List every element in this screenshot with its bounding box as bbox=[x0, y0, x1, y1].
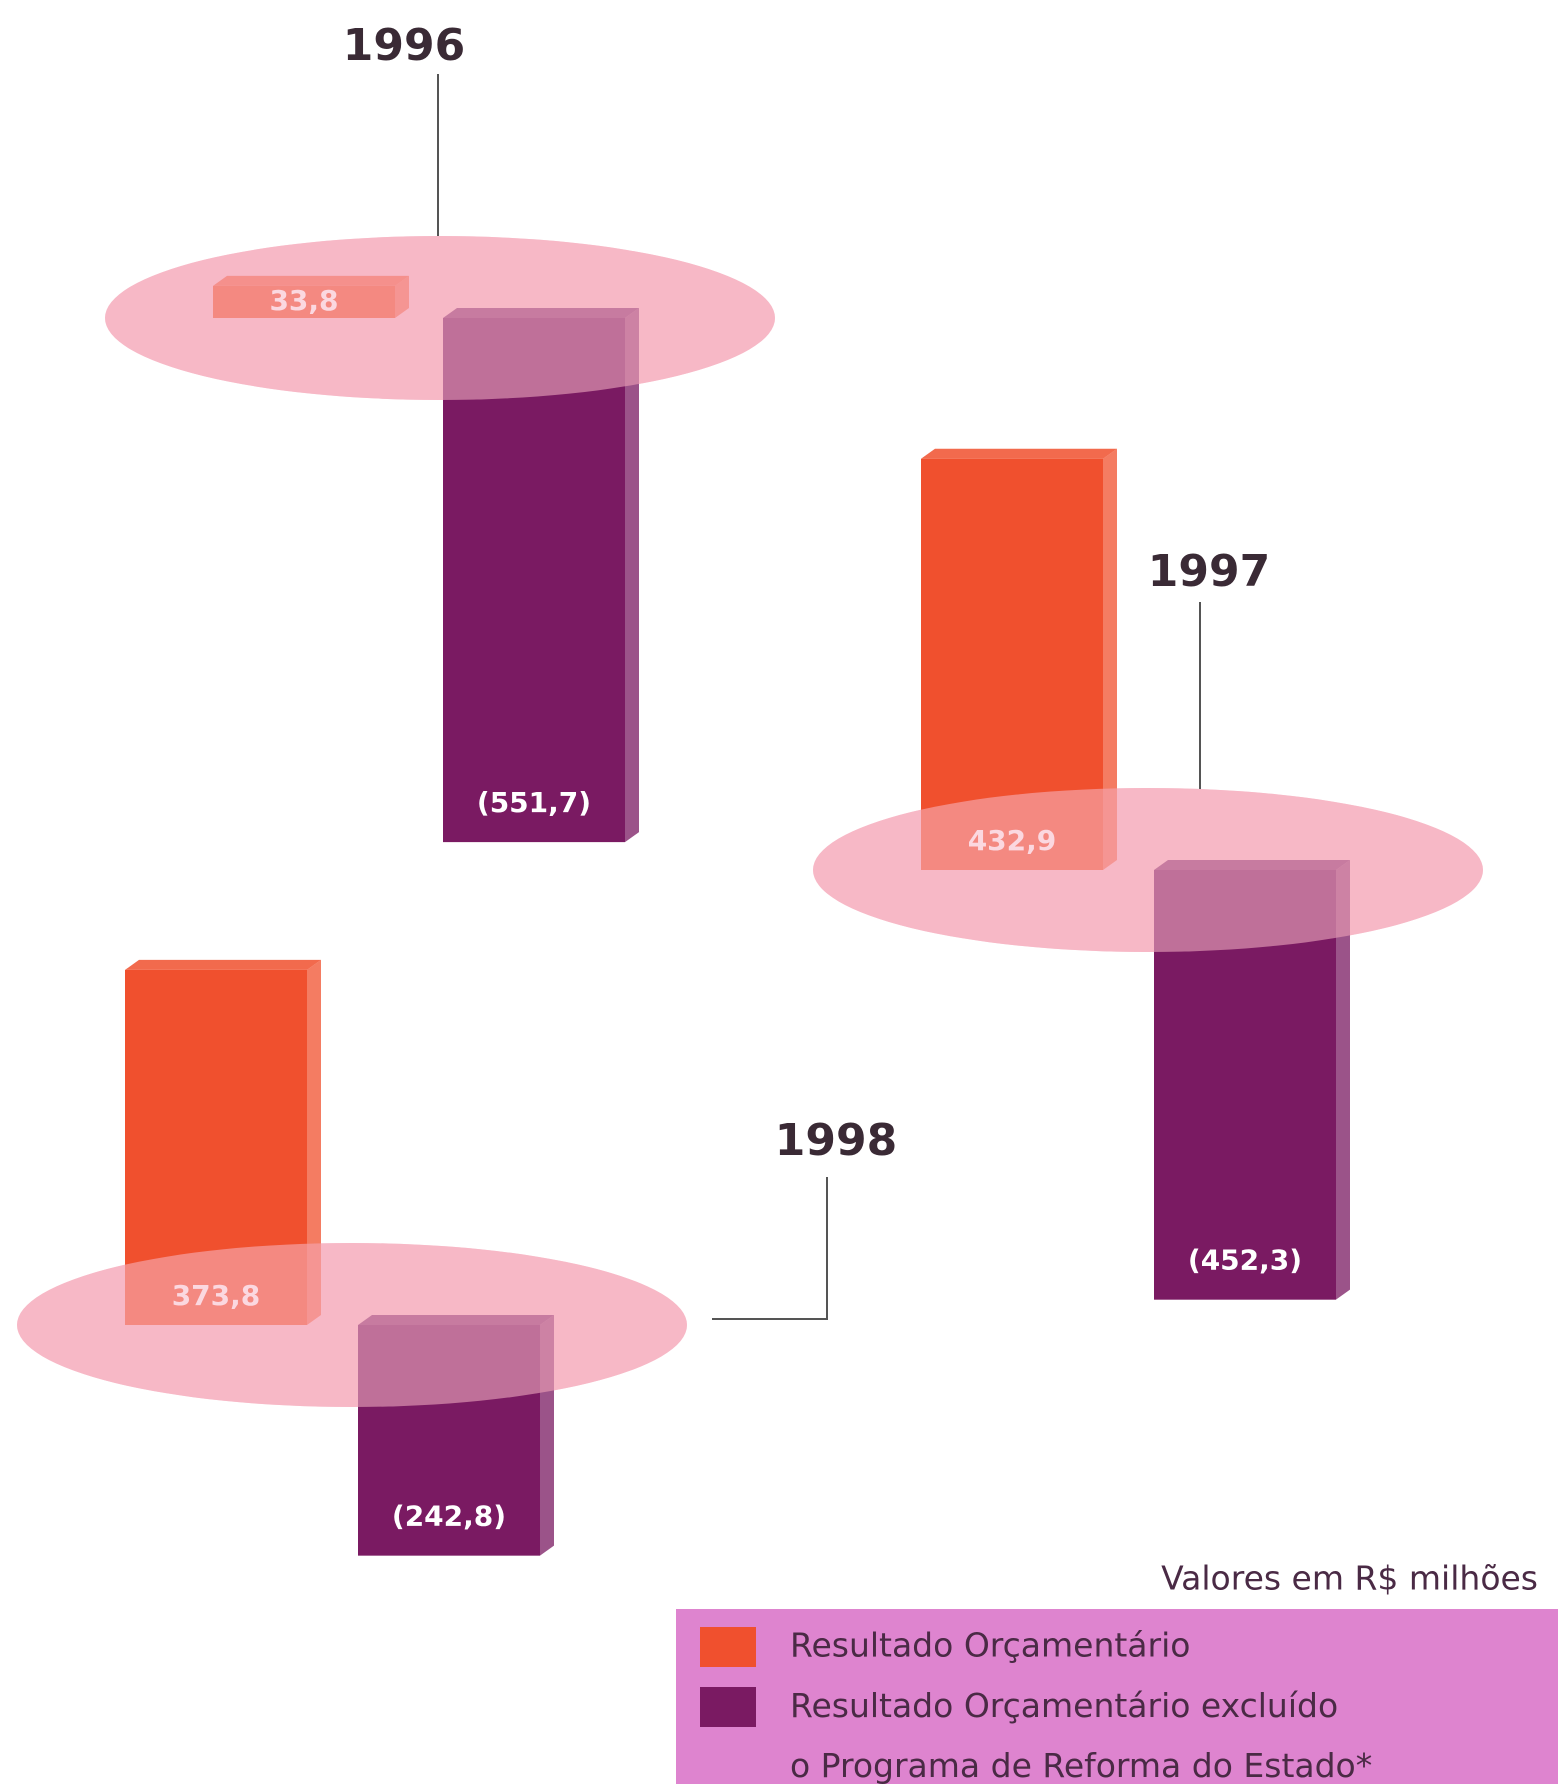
year-label: 1996 bbox=[343, 20, 465, 71]
disc-front bbox=[17, 1243, 687, 1407]
legend-swatch bbox=[700, 1687, 756, 1727]
year-label: 1997 bbox=[1148, 546, 1270, 597]
value-label: (452,3) bbox=[1188, 1244, 1302, 1277]
disc-front bbox=[105, 236, 775, 400]
legend-line: o Programa de Reforma do Estado* bbox=[790, 1746, 1372, 1784]
value-label: (551,7) bbox=[477, 786, 591, 819]
legend-line: Resultado Orçamentário excluído bbox=[790, 1686, 1338, 1725]
leader-line bbox=[712, 1177, 828, 1320]
disc-front bbox=[813, 788, 1483, 952]
bar-top bbox=[125, 959, 321, 970]
value-label: (242,8) bbox=[392, 1500, 506, 1533]
bar-side bbox=[307, 959, 321, 1325]
bar-top bbox=[921, 448, 1117, 459]
bar bbox=[443, 318, 625, 843]
bar-side bbox=[1103, 448, 1117, 870]
legend-swatch bbox=[700, 1627, 756, 1667]
note: Valores em R$ milhões bbox=[1161, 1559, 1538, 1598]
legend-label: Resultado Orçamentário excluído o Program… bbox=[790, 1686, 1372, 1784]
legend-box bbox=[676, 1609, 1558, 1784]
bar-side bbox=[1336, 860, 1350, 1300]
year-label: 1998 bbox=[775, 1115, 897, 1166]
legend-label: Resultado Orçamentário bbox=[790, 1626, 1190, 1665]
bar-side bbox=[625, 308, 639, 843]
